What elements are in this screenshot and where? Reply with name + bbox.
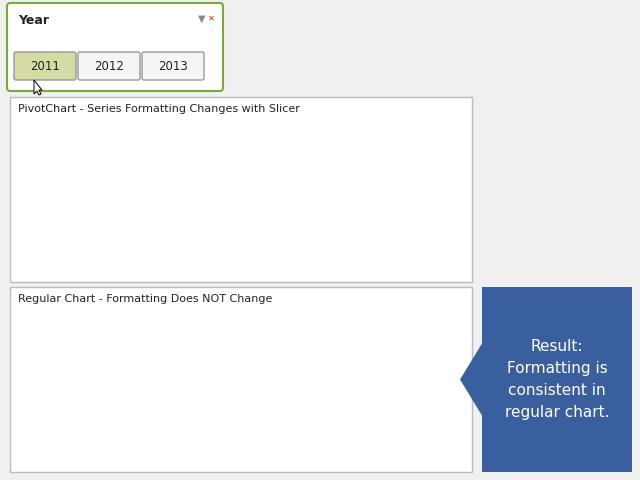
Line: Tea: Tea [49,389,344,427]
FancyBboxPatch shape [482,287,632,472]
Coffee [100,408,108,414]
Tea [100,421,108,427]
2011 - Coffee [232,186,240,192]
Coffee [338,396,346,401]
Text: ✕: ✕ [208,14,215,23]
2011 - Tea [206,224,214,229]
2011 - Tea [285,220,292,226]
2011 - Tea [153,224,161,229]
Tea [47,389,55,395]
Text: 2012: 2012 [94,60,124,72]
2011 - Coffee [100,224,108,229]
Tea [74,399,81,405]
2011 - Coffee [153,186,161,192]
Coffee [312,350,319,356]
Coffee [74,337,81,343]
2011 - Coffee [338,210,346,216]
Tea [179,412,187,418]
FancyBboxPatch shape [7,3,223,91]
FancyBboxPatch shape [10,97,472,282]
Line: 2011 - Coffee: 2011 - Coffee [49,149,344,229]
Tea [232,408,240,414]
FancyBboxPatch shape [10,287,472,472]
Tea [206,412,214,418]
Tea [312,408,319,414]
Tea [259,392,266,398]
Tea [127,399,134,405]
FancyBboxPatch shape [78,52,140,80]
Coffee [153,373,161,379]
Text: Result:
Formatting is
consistent in
regular chart.: Result: Formatting is consistent in regu… [505,339,609,420]
2011 - Coffee [259,193,266,199]
Tea [285,412,292,418]
2011 - Tea [259,210,266,216]
Coffee [127,350,134,356]
Text: PivotChart - Series Formatting Changes with Slicer: PivotChart - Series Formatting Changes w… [18,104,300,114]
2011 - Tea [338,203,346,209]
2011 - Coffee [179,179,187,185]
Polygon shape [34,80,42,95]
Polygon shape [460,344,482,416]
2011 - Coffee [74,148,81,154]
2011 - Tea [127,210,134,216]
Legend: 2011 - Coffee, 2011 - Tea: 2011 - Coffee, 2011 - Tea [366,175,458,203]
Coffee [285,366,292,372]
Coffee [47,408,55,414]
Tea [338,392,346,398]
2011 - Tea [312,220,319,226]
2011 - Coffee [127,162,134,168]
2011 - Coffee [206,203,214,209]
Text: ▼: ▼ [198,14,205,24]
2011 - Tea [179,224,187,229]
Line: Coffee: Coffee [49,337,344,414]
Coffee [232,373,240,379]
Text: Regular Chart - Formatting Does NOT Change: Regular Chart - Formatting Does NOT Chan… [18,294,273,304]
2011 - Tea [74,210,81,216]
Coffee [179,366,187,372]
FancyBboxPatch shape [14,52,76,80]
Text: Year: Year [18,14,49,27]
2011 - Coffee [47,224,55,229]
2011 - Tea [47,203,55,209]
FancyBboxPatch shape [142,52,204,80]
Text: 2013: 2013 [158,60,188,72]
Coffee [259,379,266,385]
Text: 2011: 2011 [30,60,60,72]
Tea [153,408,161,414]
Line: 2011 - Tea: 2011 - Tea [49,204,344,233]
2011 - Coffee [285,179,292,185]
Legend: Coffee, Tea: Coffee, Tea [366,365,424,393]
2011 - Coffee [312,162,319,168]
2011 - Tea [100,227,108,233]
2011 - Tea [232,217,240,223]
Coffee [206,389,214,395]
